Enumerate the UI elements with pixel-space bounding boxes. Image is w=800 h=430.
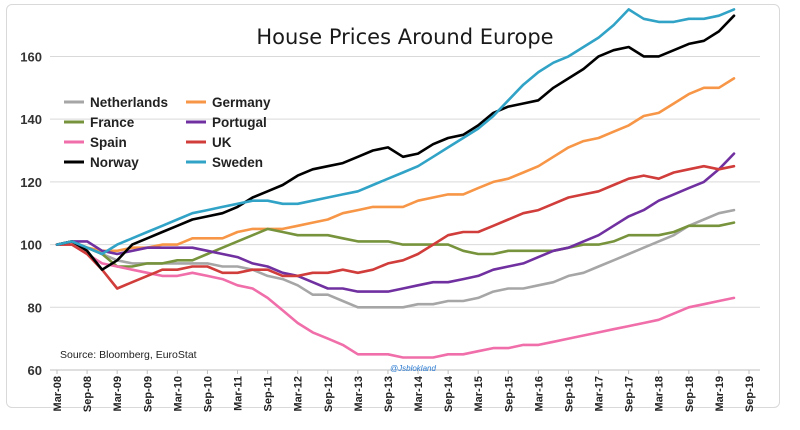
legend-label-spain: Spain bbox=[90, 135, 127, 150]
x-tick-label: Sep-08 bbox=[82, 376, 94, 412]
series-line-spain bbox=[55, 243, 736, 359]
source-note: Source: Bloomberg, EuroStat bbox=[60, 349, 197, 361]
y-tick-label: 100 bbox=[20, 238, 42, 253]
x-tick-label: Sep-15 bbox=[503, 376, 515, 412]
series-line-netherlands bbox=[55, 208, 736, 309]
legend-label-uk: UK bbox=[212, 135, 232, 150]
series-line-portugal bbox=[55, 152, 736, 293]
y-tick-label: 60 bbox=[28, 363, 42, 378]
x-tick-label: Sep-12 bbox=[323, 376, 335, 412]
x-tick-label: Mar-14 bbox=[413, 375, 425, 411]
x-tick-label: Sep-19 bbox=[744, 376, 756, 412]
x-tick-label: Sep-18 bbox=[684, 376, 696, 412]
x-tick-label: Mar-09 bbox=[112, 376, 124, 411]
x-tick-label: Mar-12 bbox=[293, 376, 305, 411]
y-tick-label: 120 bbox=[20, 175, 42, 190]
x-tick-label: Mar-08 bbox=[52, 376, 64, 411]
series-line-germany bbox=[55, 77, 736, 253]
x-tick-label: Sep-14 bbox=[443, 375, 455, 412]
x-tick-label: Sep-16 bbox=[563, 376, 575, 412]
x-tick-label: Mar-17 bbox=[594, 376, 606, 411]
legend-label-sweden: Sweden bbox=[212, 155, 263, 170]
series-line-france bbox=[55, 221, 736, 268]
x-tick-label: Mar-16 bbox=[533, 376, 545, 411]
legend-label-norway: Norway bbox=[90, 155, 139, 170]
series-lines bbox=[55, 8, 736, 359]
x-tick-label: Mar-10 bbox=[172, 376, 184, 411]
series-line-norway bbox=[55, 14, 736, 272]
y-tick-label: 80 bbox=[28, 300, 42, 315]
axes: 60 80 100 120 140 160 Mar-08 Sep-08 Mar-09 Sep-09… bbox=[20, 49, 760, 412]
x-tick-label: Mar-13 bbox=[353, 376, 365, 411]
x-tick-label: Mar-18 bbox=[654, 376, 666, 411]
x-tick-label: Mar-11 bbox=[233, 376, 245, 411]
x-tick-label: Sep-17 bbox=[624, 376, 636, 412]
y-tick-label: 160 bbox=[20, 49, 42, 64]
x-tick-label: Sep-11 bbox=[263, 376, 275, 411]
x-tick-label: Mar-19 bbox=[714, 376, 726, 411]
x-tick-label: Sep-10 bbox=[202, 376, 214, 412]
x-tick-label: Sep-13 bbox=[383, 376, 395, 412]
x-tick-label: Sep-09 bbox=[142, 376, 154, 412]
legend-label-netherlands: Netherlands bbox=[90, 95, 168, 110]
x-tick-label: Mar-15 bbox=[473, 376, 485, 411]
legend-label-germany: Germany bbox=[212, 95, 271, 110]
legend: Netherlands Germany France Portugal Spain UK N… bbox=[64, 95, 271, 170]
chart-title: House Prices Around Europe bbox=[256, 25, 553, 49]
legend-label-portugal: Portugal bbox=[212, 115, 267, 130]
y-tick-label: 140 bbox=[20, 112, 42, 127]
series-line-sweden bbox=[55, 8, 736, 256]
watermark: @Jsblokland bbox=[390, 364, 436, 373]
series-line-uk bbox=[55, 164, 736, 290]
legend-label-france: France bbox=[90, 115, 135, 130]
